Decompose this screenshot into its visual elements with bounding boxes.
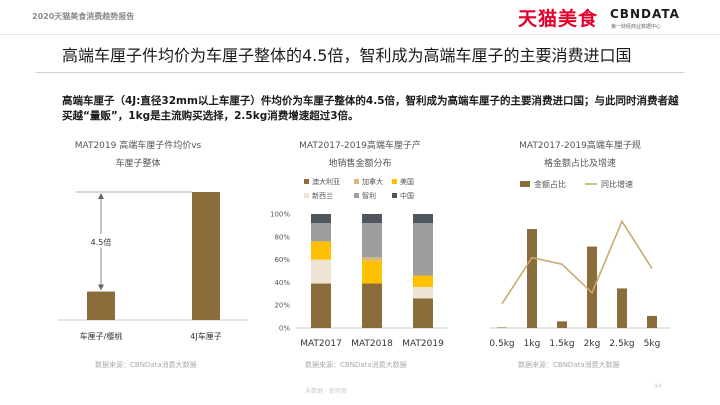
chart3-legend-swatch-bar — [520, 181, 530, 187]
chart3-category-label: 1.5kg — [549, 339, 574, 349]
chart3-category-label: 2.5kg — [609, 339, 634, 349]
cbndata-logo-subtitle: 第一财经商业数据中心 — [611, 24, 662, 30]
chart1-category-label: 车厘子/樱桃 — [80, 331, 123, 341]
chart3-title: MAT2017-2019高端车厘子规 格金额占比及增速 — [519, 141, 641, 169]
chart3-category-label: 5kg — [644, 339, 661, 349]
chart2-legend-swatch — [304, 193, 309, 198]
page-number: 94 — [654, 383, 662, 390]
chart2-legend-label: 新西兰 — [312, 191, 333, 200]
page-headline: 高端车厘子件均价为车厘子整体的4.5倍，智利成为高端车厘子的主要消费进口国 — [62, 46, 632, 65]
chart1-annotation: 4.5倍 — [91, 237, 112, 247]
chart1-bar — [192, 192, 220, 320]
report-title: 2020天猫美食消费趋势报告 — [32, 12, 135, 21]
chart3-bar — [557, 321, 567, 328]
chart1-arrow-head-up — [98, 193, 104, 199]
chart2-bar-segment — [311, 223, 331, 242]
footer-note: 未数据 · 使用图 — [305, 388, 347, 395]
chart3-legend-label: 金额占比 — [534, 179, 566, 189]
chart2-bar-segment — [413, 275, 433, 287]
chart2-legend-label: 澳大利亚 — [312, 177, 340, 186]
chart1-bar — [87, 291, 115, 320]
chart1-arrow-head-down — [98, 284, 104, 291]
chart3-bar — [647, 315, 657, 328]
tmall-logo-text: 天猫美食 — [518, 8, 599, 30]
chart3-category-label: 2kg — [584, 339, 601, 349]
chart2-bar-segment — [311, 241, 331, 260]
chart2-category-label: MAT2019 — [402, 339, 444, 349]
chart2-ytick-label: 20% — [274, 302, 290, 310]
chart1-title: MAT2019 高端车厘子件均价vs 车厘子整体 — [74, 141, 202, 169]
chart3-bar — [617, 288, 627, 328]
header-divider — [0, 34, 720, 35]
chart1-category-label: 4J车厘子 — [190, 331, 221, 341]
chart2-legend-swatch — [392, 179, 397, 184]
chart2-bar-segment — [362, 260, 382, 284]
chart2-legend-swatch — [392, 193, 397, 198]
chart2-legend-label: 加拿大 — [362, 177, 383, 186]
chart3-spec-share-growth: 金额占比 同比增速 0.5kg 1kg 1.5kg 2kg 2.5kg 5kg — [489, 179, 670, 349]
chart2-legend-swatch — [354, 193, 359, 198]
cbndata-logo-text: CBNDATA — [610, 7, 680, 21]
chart2-title: MAT2017-2019高端车厘子产 地销售金额分布 — [299, 141, 421, 169]
headline-divider — [36, 72, 684, 73]
chart2-bar-segment — [362, 283, 382, 328]
chart2-category-label: MAT2018 — [351, 339, 393, 349]
chart2-legend-label: 智利 — [362, 191, 376, 200]
chart2-category-label: MAT2017 — [300, 339, 342, 349]
chart1-annotation-bg — [86, 233, 116, 248]
chart2-bar-segment — [311, 214, 331, 224]
chart2-legend-swatch — [304, 179, 309, 184]
chart1-source: 数据来源：CBNData消费大数据 — [95, 361, 197, 369]
chart2-legend-swatch — [354, 179, 359, 184]
chart2-bar-segment — [311, 259, 331, 284]
page-description: 高端车厘子（4J:直径32mm以上车厘子）件均价为车厘子整体的4.5倍，智利成为… — [62, 95, 679, 122]
chart2-source: 数据来源：CBNData消费大数据 — [305, 361, 407, 369]
chart2-bar-segment — [413, 286, 433, 299]
chart3-category-label: 0.5kg — [489, 339, 514, 349]
chart2-bar-segment — [413, 298, 433, 328]
chart2-ytick-label: 100% — [270, 211, 290, 219]
chart2-bar-segment — [413, 223, 433, 276]
chart2-bar-segment — [413, 214, 433, 224]
chart2-bar-segment — [362, 257, 382, 261]
chart2-bar-segment — [362, 214, 382, 224]
chart3-source: 数据来源：CBNData消费大数据 — [518, 361, 620, 369]
chart2-ytick-label: 0% — [279, 325, 290, 333]
chart3-bar — [527, 229, 537, 328]
chart2-bar-segment — [362, 223, 382, 258]
chart3-bar — [587, 246, 597, 328]
chart2-ytick-label: 60% — [274, 256, 290, 264]
chart2-legend-label: 美国 — [400, 177, 414, 186]
chart3-category-label: 1kg — [524, 339, 541, 349]
chart2-ytick-label: 40% — [274, 279, 290, 287]
chart1-price-comparison: 车厘子/樱桃 4J车厘子 4.5倍 — [58, 191, 248, 341]
chart3-growth-line — [501, 219, 653, 305]
chart2-legend-label: 中国 — [400, 191, 414, 200]
chart2-ytick-label: 80% — [274, 233, 290, 241]
chart3-legend-label: 同比增速 — [601, 179, 633, 189]
chart3-bar — [497, 327, 507, 328]
chart2-bar-segment — [311, 283, 331, 328]
